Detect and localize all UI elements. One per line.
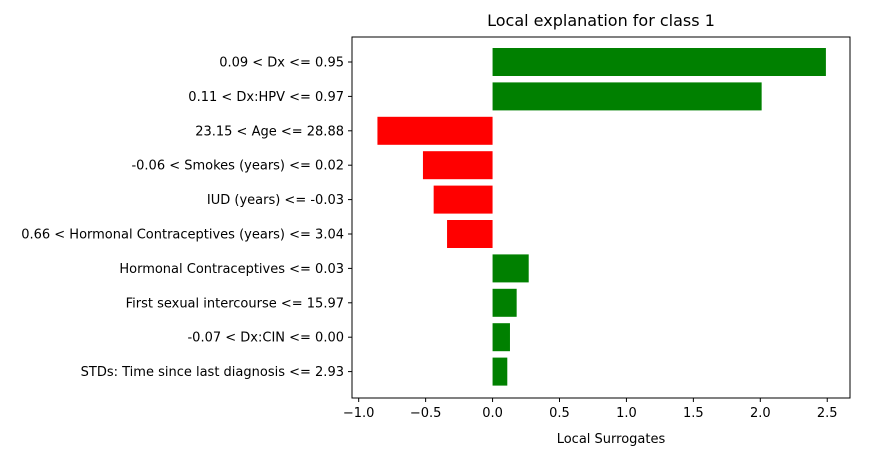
- chart-title: Local explanation for class 1: [487, 11, 715, 30]
- x-tick-label: −1.0: [343, 406, 375, 421]
- x-tick-label: 1.0: [616, 406, 637, 421]
- bar-8: [492, 323, 510, 352]
- y-tick-label: Hormonal Contraceptives <= 0.03: [119, 262, 344, 277]
- x-axis-label: Local Surrogates: [557, 432, 666, 447]
- y-tick-label: -0.06 < Smokes (years) <= 0.02: [131, 159, 344, 174]
- x-tick-label: 2.0: [750, 406, 771, 421]
- bar-5: [447, 220, 493, 248]
- y-tick-label: IUD (years) <= -0.03: [207, 193, 344, 208]
- y-tick-label: First sexual intercourse <= 15.97: [126, 296, 344, 311]
- y-tick-label: 0.66 < Hormonal Contraceptives (years) <…: [21, 228, 344, 243]
- bar-1: [492, 82, 762, 111]
- x-ticks: −1.0 −0.5 0.0 0.5 1.0 1.5 2.0 2.5: [343, 398, 838, 421]
- bars-group: [377, 48, 826, 386]
- y-tick-label: 23.15 < Age <= 28.88: [195, 124, 344, 139]
- y-tick-label: 0.09 < Dx <= 0.95: [219, 56, 344, 71]
- x-tick-label: −0.5: [410, 406, 442, 421]
- y-tick-label: -0.07 < Dx:CIN <= 0.00: [187, 331, 344, 346]
- bar-9: [492, 357, 508, 386]
- bar-4: [433, 185, 493, 214]
- x-tick-label: 2.5: [817, 406, 838, 421]
- bar-3: [422, 151, 493, 180]
- bar-6: [492, 254, 529, 283]
- x-tick-label: 0.0: [482, 406, 503, 421]
- plot-frame: [351, 36, 851, 399]
- y-tick-labels: 0.09 < Dx <= 0.95 0.11 < Dx:HPV <= 0.97 23…: [21, 56, 352, 380]
- x-tick-label: 0.5: [549, 406, 570, 421]
- bar-0: [492, 48, 826, 76]
- bar-7: [492, 288, 517, 317]
- bar-2: [377, 116, 493, 145]
- y-tick-label: STDs: Time since last diagnosis <= 2.93: [81, 365, 344, 380]
- x-tick-label: 1.5: [683, 406, 704, 421]
- y-tick-label: 0.11 < Dx:HPV <= 0.97: [188, 90, 344, 105]
